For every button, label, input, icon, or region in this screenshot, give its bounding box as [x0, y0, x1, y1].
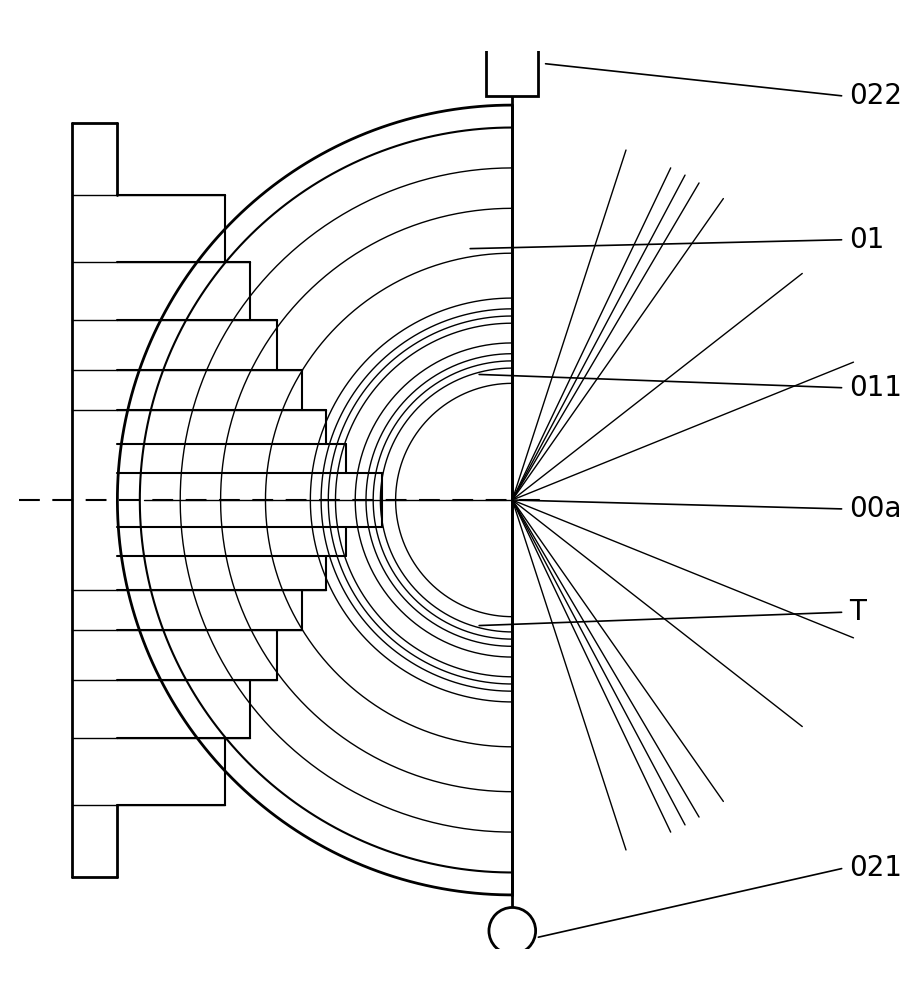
Text: 022: 022 — [849, 82, 902, 110]
Text: 01: 01 — [849, 226, 884, 254]
Text: 00a: 00a — [849, 495, 901, 523]
Bar — [487, 49, 539, 96]
Text: 011: 011 — [849, 374, 902, 402]
Text: 021: 021 — [849, 854, 902, 882]
Text: T: T — [849, 598, 866, 626]
Circle shape — [489, 907, 536, 954]
